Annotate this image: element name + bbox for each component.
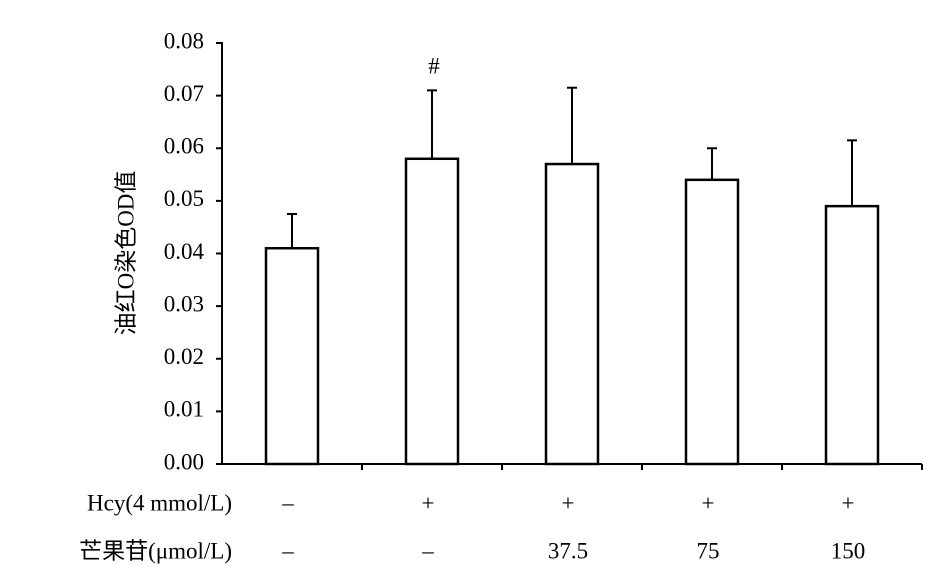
y-axis-label: 油红O染色OD值 (113, 171, 138, 336)
treatment-value: + (842, 490, 855, 515)
bar (404, 157, 460, 466)
annotation: # (428, 54, 440, 79)
y-tick-label: 0.01 (164, 397, 204, 422)
treatment-value: 75 (697, 538, 720, 563)
y-tick-label: 0.04 (164, 239, 205, 264)
y-tick-label: 0.07 (164, 81, 204, 106)
y-tick-label: 0.03 (164, 291, 204, 316)
treatment-value: – (281, 538, 294, 563)
treatment-value: 37.5 (548, 538, 588, 563)
bar (824, 204, 880, 466)
bar (544, 162, 600, 466)
treatment-value: + (422, 490, 435, 515)
treatment-value: – (281, 490, 294, 515)
treatment-label: Hcy(4 mmol/L) (87, 490, 232, 515)
y-tick-label: 0.08 (164, 28, 204, 53)
bar (264, 246, 320, 466)
treatment-value: + (702, 490, 715, 515)
treatment-value: 150 (831, 538, 866, 563)
y-tick-label: 0.00 (164, 449, 204, 474)
y-tick-label: 0.02 (164, 344, 204, 369)
bar (684, 178, 740, 466)
treatment-value: + (562, 490, 575, 515)
y-tick-label: 0.06 (164, 134, 204, 159)
y-tick-label: 0.05 (164, 186, 204, 211)
treatment-label: 芒果苷(μmol/L) (79, 538, 232, 563)
treatment-value: – (421, 538, 434, 563)
